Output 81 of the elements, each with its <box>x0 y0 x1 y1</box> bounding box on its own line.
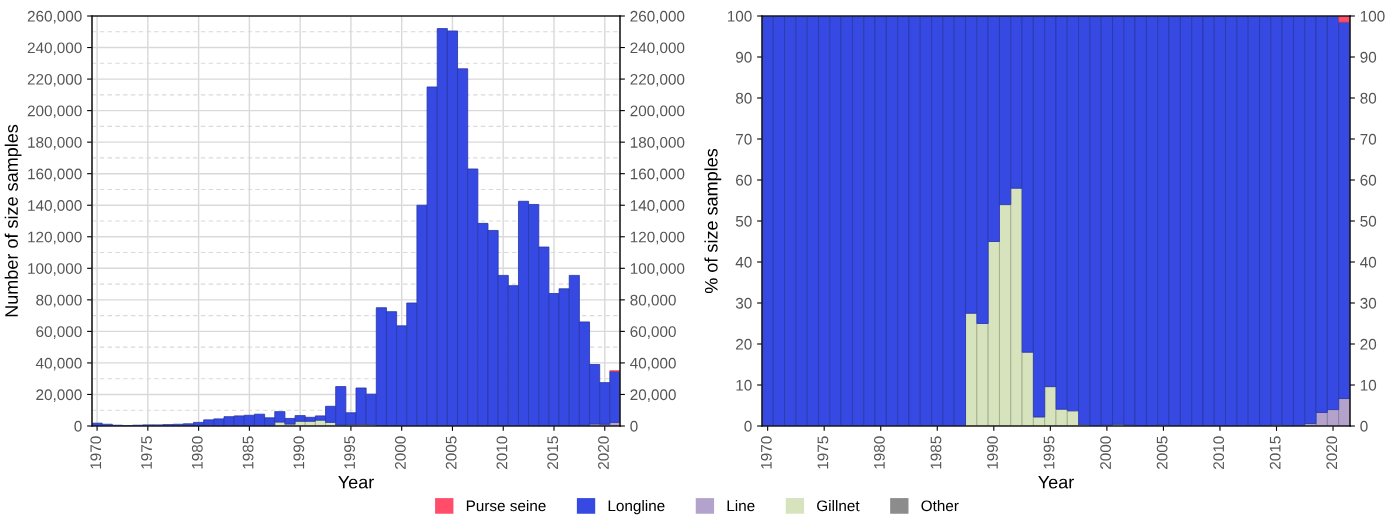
y2-tick-label: 220,000 <box>630 73 685 87</box>
y-axis-title: Number of size samples <box>4 124 22 317</box>
y-tick-label: 10 <box>736 379 752 391</box>
x-axis-title: Year <box>338 475 374 489</box>
y-tick-label: 60 <box>736 174 752 186</box>
y2-tick-label: 50 <box>1360 215 1377 227</box>
y2-tick-label: 120,000 <box>630 231 685 245</box>
y2-tick-label: 260,000 <box>630 10 685 24</box>
x-tick-label: 1995 <box>344 436 356 469</box>
y-tick-label: 120,000 <box>28 231 82 245</box>
y2-tick-label: 20,000 <box>630 389 676 402</box>
y2-tick-label: 140,000 <box>630 200 685 213</box>
x-tick-label: 2005 <box>445 436 457 469</box>
x-tick-label: 2020 <box>1326 436 1338 469</box>
x-tick-label: 2010 <box>496 436 508 469</box>
y-tick-label: 100,000 <box>28 263 82 276</box>
y2-tick-label: 240,000 <box>630 42 685 56</box>
y-tick-label: 240,000 <box>27 42 82 56</box>
y2-tick-label: 20 <box>1360 338 1377 350</box>
y2-tick-label: 0 <box>1360 420 1368 432</box>
y-tick-label: 0 <box>74 420 82 432</box>
x-tick-label: 2015 <box>1269 436 1281 469</box>
y-tick-label: 20 <box>736 338 752 350</box>
x-tick-label: 1970 <box>90 436 102 469</box>
x-tick-label: 2015 <box>547 436 559 469</box>
y-tick-label: 260,000 <box>27 10 82 24</box>
y-tick-label: 70 <box>736 133 752 145</box>
x-tick-label: 1980 <box>191 436 203 469</box>
y2-tick-label: 60,000 <box>630 326 676 339</box>
x-axis-title: Year <box>1038 475 1074 489</box>
y-tick-label: 80 <box>735 92 752 104</box>
y-tick-label: 60,000 <box>36 326 82 339</box>
y-tick-label: 30 <box>735 297 752 309</box>
y2-tick-label: 100 <box>1360 10 1385 22</box>
x-tick-label: 1990 <box>987 436 998 469</box>
y-tick-label: 80,000 <box>36 294 82 308</box>
x-tick-label: 1970 <box>760 436 772 469</box>
y2-tick-label: 40 <box>1360 256 1377 268</box>
y2-tick-label: 180,000 <box>630 137 685 150</box>
y2-tick-label: 30 <box>1360 297 1377 309</box>
y-tick-label: 40 <box>735 256 752 268</box>
y2-tick-label: 90 <box>1360 51 1377 63</box>
x-tick-label: 1980 <box>874 436 885 469</box>
y-tick-label: 200,000 <box>27 105 82 119</box>
y2-tick-label: 100,000 <box>630 263 685 276</box>
x-tick-label: 1985 <box>930 436 942 469</box>
y2-tick-label: 200,000 <box>630 105 685 119</box>
y-tick-label: 100 <box>727 10 752 22</box>
legend-label: Other <box>921 500 959 512</box>
y-tick-label: 40,000 <box>35 357 82 371</box>
y2-tick-label: 70 <box>1360 133 1377 145</box>
y-tick-label: 90 <box>736 51 752 63</box>
x-tick-label: 2010 <box>1213 436 1225 469</box>
x-tick-label: 1995 <box>1043 436 1055 469</box>
y-tick-label: 140,000 <box>28 200 82 213</box>
y2-tick-label: 0 <box>630 420 638 432</box>
y2-tick-label: 60 <box>1360 174 1377 186</box>
x-tick-label: 2005 <box>1156 436 1168 469</box>
y-tick-label: 160,000 <box>28 168 82 182</box>
legend-label: Longline <box>608 500 665 515</box>
y2-tick-label: 160,000 <box>630 168 685 182</box>
y-tick-label: 220,000 <box>27 73 82 87</box>
y2-tick-label: 80,000 <box>630 294 676 308</box>
x-tick-label: 1985 <box>242 436 254 469</box>
y2-tick-label: 40,000 <box>630 357 676 371</box>
legend-label: Line <box>727 500 755 512</box>
x-tick-label: 2020 <box>598 436 609 469</box>
x-tick-label: 1975 <box>141 436 152 469</box>
x-tick-label: 2000 <box>1100 436 1111 469</box>
y-tick-label: 0 <box>744 420 752 432</box>
x-tick-label: 2000 <box>394 436 406 469</box>
legend-label: Purse seine <box>466 500 546 512</box>
x-tick-label: 1975 <box>817 436 829 469</box>
y-tick-label: 50 <box>735 215 752 227</box>
x-tick-label: 1990 <box>293 436 305 469</box>
y-axis-title: % of size samples <box>704 148 722 294</box>
y-tick-label: 180,000 <box>28 137 82 150</box>
y-tick-label: 20,000 <box>36 389 82 402</box>
legend-label: Gillnet <box>817 500 860 512</box>
y2-tick-label: 80 <box>1360 92 1377 104</box>
y2-tick-label: 10 <box>1360 379 1377 391</box>
